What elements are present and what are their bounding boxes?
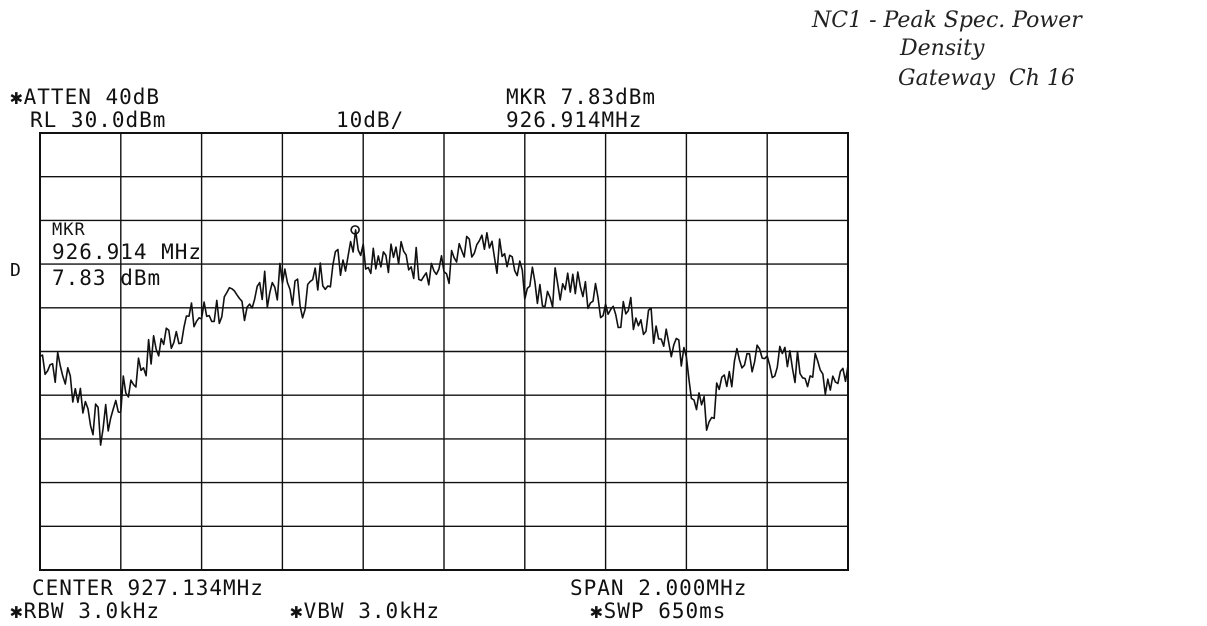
graticule <box>39 132 849 571</box>
center-freq-label: CENTER 927.134MHz <box>32 576 264 600</box>
marker-box-freq: 926.914 MHz <box>52 240 203 264</box>
trace-layer <box>39 229 849 446</box>
marker-layer <box>350 225 360 235</box>
detector-label: D <box>10 260 22 281</box>
marker-box-title: MKR <box>52 220 86 240</box>
ref-level-label: RL 30.0dBm <box>30 108 167 132</box>
marker-level-label: MKR 7.83dBm <box>506 85 657 109</box>
handwritten-density: Density <box>900 36 985 61</box>
marker-freq-label: 926.914MHz <box>506 108 643 132</box>
vbw-label: ✱VBW 3.0kHz <box>290 599 441 623</box>
spectrum-trace <box>39 229 849 446</box>
span-label: SPAN 2.000MHz <box>570 576 748 600</box>
handwritten-gateway: Gateway Ch 16 <box>898 66 1075 91</box>
scale-label: 10dB/ <box>336 108 405 132</box>
handwritten-title: NC1 - Peak Spec. Power <box>812 8 1082 33</box>
sweep-label: ✱SWP 650ms <box>590 599 727 623</box>
atten-label: ✱ATTEN 40dB <box>10 85 161 109</box>
marker-point <box>350 225 360 235</box>
marker-box-level: 7.83 dBm <box>52 266 162 290</box>
rbw-label: ✱RBW 3.0kHz <box>10 599 161 623</box>
